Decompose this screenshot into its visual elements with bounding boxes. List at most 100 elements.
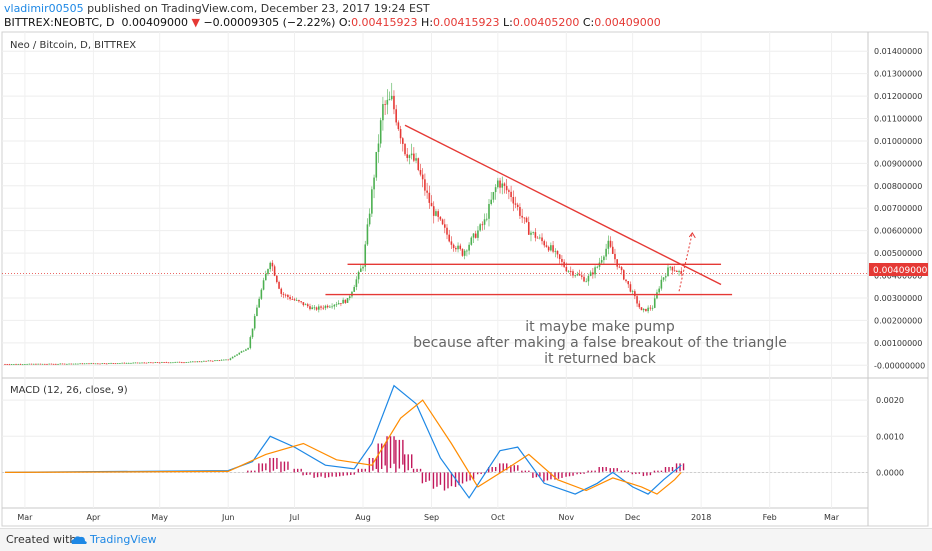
macd-histogram-bar (302, 472, 304, 476)
candle (72, 363, 75, 365)
time-tick-label: Dec (625, 513, 640, 522)
macd-histogram-bar (398, 439, 401, 469)
time-tick-label: Nov (559, 513, 575, 522)
candle (231, 356, 234, 359)
candle (435, 209, 437, 217)
candle (267, 268, 269, 276)
macd-histogram-bar (339, 472, 341, 477)
candle (492, 191, 495, 203)
candle (658, 286, 660, 295)
candle (510, 185, 512, 202)
candle (651, 305, 654, 311)
candle (543, 239, 546, 248)
macd-histogram-bar (543, 472, 545, 482)
candle (59, 363, 62, 365)
candle (558, 254, 561, 264)
candle (335, 301, 338, 307)
candle (527, 216, 530, 235)
macd-histogram-bar (439, 472, 442, 485)
candle (563, 259, 565, 269)
publish-line: vladimir00505 published on TradingView.c… (4, 2, 430, 15)
candle (234, 355, 236, 358)
macd-histogram-bar (377, 443, 379, 473)
macd-histogram-bar (327, 472, 330, 478)
candle (596, 265, 599, 269)
candle (541, 233, 543, 245)
candle (105, 363, 108, 365)
macd-histogram-bar (258, 463, 260, 473)
candle (258, 296, 260, 308)
macd-histogram-bar (254, 470, 256, 473)
candle (393, 90, 395, 115)
macd-histogram-bar (353, 472, 355, 475)
price-tick-label: 0.00600000 (874, 227, 922, 236)
macd-histogram-bar (491, 467, 493, 472)
macd-histogram-bar (297, 468, 299, 473)
macd-histogram-bar (393, 436, 395, 464)
macd-histogram-bar (546, 472, 549, 481)
candle (461, 248, 464, 257)
candle (554, 248, 557, 258)
time-tick-label: Jul (289, 513, 300, 522)
macd-histogram-bar (313, 472, 315, 478)
candle (388, 91, 391, 101)
projection-arrow (678, 232, 693, 292)
candle (167, 362, 170, 364)
macd-histogram-bar (649, 472, 652, 476)
candle (384, 100, 386, 116)
author-link[interactable]: vladimir00505 (4, 2, 84, 15)
macd-histogram-bar (646, 472, 648, 476)
candle (189, 361, 192, 363)
macd-histogram-bar (572, 472, 574, 476)
candle (158, 362, 161, 364)
annotation-line-3: it returned back (544, 351, 657, 367)
macd-histogram-bar (465, 472, 468, 482)
candle (108, 362, 110, 364)
publish-info: published on TradingView.com, December 2… (87, 2, 430, 15)
candle (205, 360, 207, 362)
signal-line (4, 399, 682, 495)
candle (94, 363, 97, 365)
time-tick-label: 2018 (691, 513, 711, 522)
candle (32, 363, 35, 365)
candle (574, 274, 576, 278)
candle (585, 278, 588, 283)
candle (6, 363, 9, 365)
macd-histogram-bar (384, 443, 386, 466)
macd-histogram-bar (458, 472, 460, 486)
macd-line (4, 384, 682, 499)
candle (119, 362, 121, 364)
macd-histogram-bar (532, 472, 534, 478)
candle (24, 364, 26, 366)
macd-histogram-bar (472, 472, 475, 480)
annotation-line-2: because after making a false breakout of… (413, 335, 787, 351)
candle (163, 362, 165, 363)
macd-histogram-bar (443, 472, 446, 491)
candle (48, 363, 50, 365)
candle (225, 359, 227, 361)
macd-histogram-bar (447, 472, 449, 489)
candle (421, 168, 424, 188)
candle (594, 265, 596, 279)
macd-histogram-bar (657, 470, 659, 473)
macd-histogram-bar (682, 463, 685, 471)
candle (379, 117, 382, 148)
candle (238, 352, 241, 355)
macd-histogram-bar (524, 470, 527, 473)
candle (673, 265, 676, 272)
candle (143, 362, 146, 364)
candle (145, 362, 148, 364)
candle (114, 363, 117, 365)
candle (623, 269, 625, 281)
candle (592, 267, 594, 279)
created-with-label: Created with (6, 533, 77, 546)
tradingview-brand-link[interactable]: TradingView (90, 533, 157, 546)
candle (247, 347, 249, 350)
macd-histogram-bar (638, 472, 641, 474)
candle (207, 360, 210, 362)
macd-histogram-bar (375, 457, 378, 469)
candle (375, 151, 378, 181)
candle (46, 363, 48, 365)
candle (386, 89, 389, 115)
macd-histogram-bar (660, 470, 663, 473)
